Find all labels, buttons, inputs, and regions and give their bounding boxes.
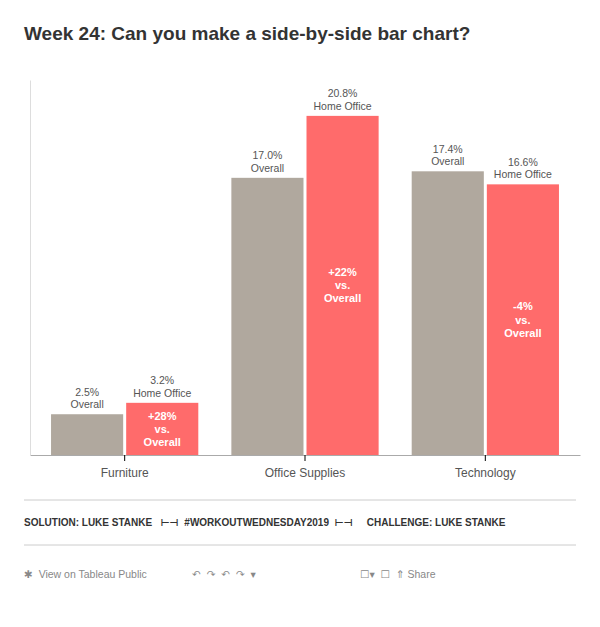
data-label: 16.6%Home Office [494, 156, 552, 181]
annotation: +28%vs.Overall [144, 410, 181, 448]
series [126, 116, 559, 455]
bar [51, 414, 123, 455]
annotation-line: Overall [144, 436, 181, 448]
series [51, 171, 484, 455]
footer-text: ↶ ↷ ↶ ↷ ▾ [192, 568, 257, 580]
bar [412, 171, 484, 455]
annotation: -4% vs.Overall [504, 300, 541, 338]
annotation-line: vs. [155, 423, 170, 435]
x-tick-mark [124, 455, 125, 461]
annotation-line: vs. [515, 314, 530, 326]
data-label-series: Home Office [313, 100, 371, 112]
chart: Week 24: Can you make a side-by-side bar… [0, 0, 600, 627]
data-label: 2.5%Overall [70, 386, 103, 411]
annotation-line: Overall [324, 292, 361, 304]
y-axis [30, 81, 31, 456]
footer-text: ✱ View on Tableau Public [24, 568, 147, 580]
footer-text: SOLUTION: LUKE STANKE ⊢⊣ #WORKOUTWEDNESD… [24, 517, 506, 528]
annotation-line: vs. [335, 279, 350, 291]
bar [126, 403, 198, 455]
x-tick-label: Office Supplies [265, 466, 346, 480]
separator [24, 545, 576, 546]
bar [487, 184, 559, 455]
annotation-line: Overall [504, 327, 541, 339]
annotation-line: +28% [148, 410, 177, 422]
data-label-series: Overall [251, 162, 284, 174]
x-tick-mark [305, 455, 306, 461]
data-label-series: Overall [70, 398, 103, 410]
annotation-line: +22% [328, 266, 357, 278]
data-labels: 2.5%Overall17.0%Overall17.4%Overall3.2%H… [70, 87, 552, 410]
data-label: 17.0%Overall [251, 149, 284, 174]
bar [231, 178, 303, 455]
separator [24, 500, 576, 501]
data-label-value: 3.2% [150, 374, 174, 386]
data-label: 3.2%Home Office [133, 374, 191, 399]
data-label-series: Home Office [494, 168, 552, 180]
y-axis-line [30, 81, 31, 456]
footer: SOLUTION: LUKE STANKE ⊢⊣ #WORKOUTWEDNESD… [24, 500, 576, 580]
data-label-value: 17.4% [433, 143, 463, 155]
data-label-series: Overall [431, 155, 464, 167]
x-axis: Furniture Office Supplies Technology [31, 455, 581, 480]
data-label-series: Home Office [133, 387, 191, 399]
x-tick-label: Technology [455, 466, 516, 480]
annotation-line: -4% [513, 300, 533, 312]
data-label: 20.8%Home Office [313, 87, 371, 112]
x-tick: Office Supplies [265, 455, 346, 480]
annotations: +28%vs.Overall+22%vs.Overall-4%vs.Overal… [144, 266, 542, 448]
x-tick-label: Furniture [101, 466, 149, 480]
data-label-value: 16.6% [508, 156, 538, 168]
bar [307, 116, 379, 455]
title: Week 24: Can you make a side-by-side bar… [24, 23, 470, 44]
bars [51, 116, 559, 455]
data-label-value: 20.8% [328, 87, 358, 99]
data-label-value: 17.0% [253, 149, 283, 161]
data-label-value: 2.5% [75, 386, 99, 398]
annotation: +22%vs.Overall [324, 266, 361, 304]
x-tick-mark [485, 455, 486, 461]
x-tick: Technology [455, 455, 516, 480]
x-tick: Furniture [101, 455, 149, 480]
footer-text: ☐▾ ☐ ⇑ Share [360, 568, 436, 580]
data-label: 17.4%Overall [431, 143, 464, 168]
